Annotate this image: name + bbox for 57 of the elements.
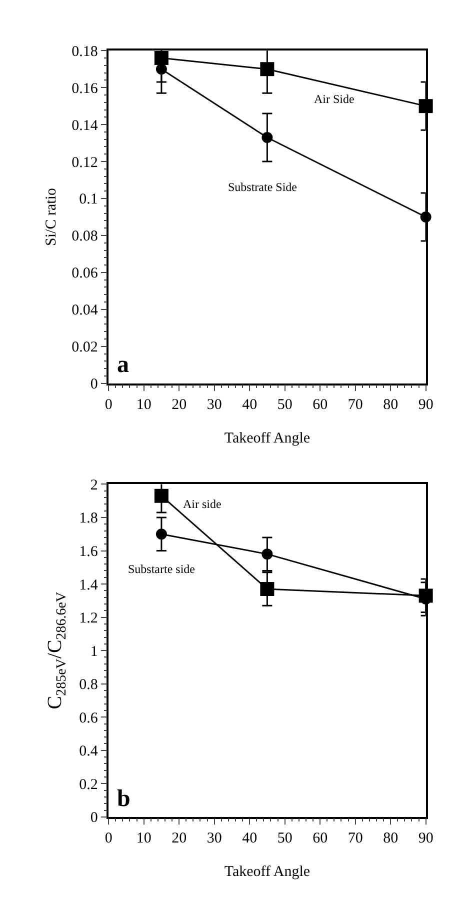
y-tick-label: 0 bbox=[90, 376, 98, 393]
point bbox=[262, 548, 273, 560]
x-tick-label: 20 bbox=[172, 397, 187, 414]
y-tick-label: 0.02 bbox=[72, 340, 98, 356]
y-tick-label: 0.08 bbox=[72, 228, 98, 245]
y-tick-label: 0.1 bbox=[79, 192, 98, 208]
y-tick-label: 0.04 bbox=[72, 302, 98, 319]
annotation: a bbox=[117, 352, 129, 378]
x-tick-label: 60 bbox=[312, 830, 328, 847]
x-tick-label: 50 bbox=[277, 397, 292, 414]
x-tick-label: 40 bbox=[242, 830, 258, 847]
point bbox=[154, 488, 168, 503]
annotation: b bbox=[117, 786, 130, 812]
y-tick-label: 0.2 bbox=[79, 776, 98, 793]
y-tick-label: 1.2 bbox=[79, 610, 98, 627]
x-tick-label: 30 bbox=[206, 397, 222, 414]
x-tick-label: 10 bbox=[136, 397, 152, 414]
x-tick-label: 20 bbox=[172, 830, 187, 847]
x-tick-label: 30 bbox=[206, 830, 222, 847]
point bbox=[260, 582, 274, 596]
x-tick-label: 60 bbox=[312, 397, 328, 414]
y-tick-label: 0.4 bbox=[79, 744, 98, 760]
x-tick-label: 70 bbox=[348, 397, 363, 414]
point bbox=[260, 62, 274, 76]
x-tick-label: 40 bbox=[242, 397, 258, 414]
x-tick-label: 90 bbox=[418, 830, 434, 847]
series-label: Air Side bbox=[314, 92, 354, 106]
x-tick-label: 90 bbox=[418, 397, 434, 414]
text: Substrate Side bbox=[228, 180, 297, 194]
y-tick-label: 2 bbox=[90, 477, 98, 494]
x-tick-label: 70 bbox=[348, 830, 363, 847]
series-label: Substarte side bbox=[128, 562, 195, 576]
y-tick-label: 1.8 bbox=[79, 510, 98, 527]
y-tick-label: 0.06 bbox=[72, 266, 98, 282]
y-tick-label: 0.18 bbox=[72, 44, 98, 60]
series-label: Air side bbox=[183, 497, 222, 511]
x-axis-title: Takeoff Angle bbox=[224, 864, 310, 880]
point bbox=[156, 528, 167, 540]
y-tick-label: 0.12 bbox=[72, 154, 98, 171]
x-tick-label: 80 bbox=[383, 830, 398, 847]
y-tick-label: 0.16 bbox=[72, 80, 98, 97]
x-tick-label: 0 bbox=[104, 397, 112, 414]
x-axis-title: Takeoff Angle bbox=[224, 430, 310, 447]
y-tick-label: 1.4 bbox=[79, 577, 98, 594]
point bbox=[262, 132, 273, 143]
y-tick-label: 0.14 bbox=[72, 118, 98, 134]
x-tick-label: 10 bbox=[136, 830, 152, 847]
y-tick-label: 0.6 bbox=[79, 710, 98, 726]
x-tick-label: 0 bbox=[104, 830, 112, 847]
y-tick-label: 1 bbox=[90, 644, 98, 660]
x-tick-label: 50 bbox=[277, 830, 292, 847]
x-tick-label: 80 bbox=[383, 397, 398, 414]
y-tick-label: 0 bbox=[90, 810, 98, 826]
point bbox=[156, 64, 167, 75]
y-tick-label: 0.8 bbox=[79, 677, 98, 694]
y-tick-label: 1.6 bbox=[79, 544, 98, 560]
y-axis-title: Si/C ratio bbox=[43, 188, 60, 246]
